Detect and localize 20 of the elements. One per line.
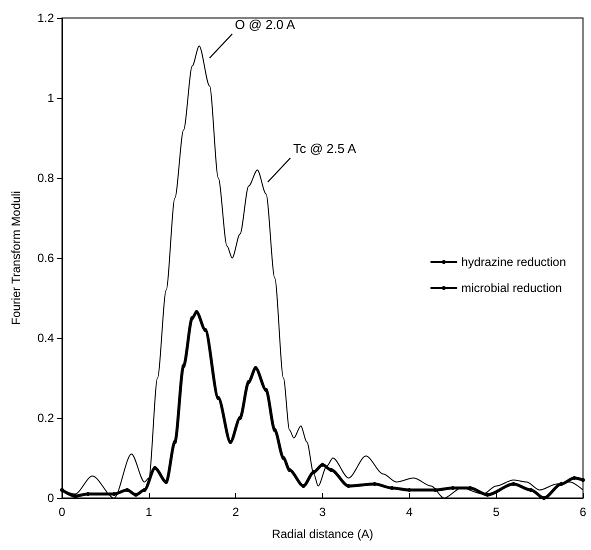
annotation: Tc @ 2.5 A	[293, 141, 356, 156]
y-tick-label: 0.8	[37, 171, 54, 185]
y-tick-label: 0.6	[37, 251, 54, 265]
y-tick-label: 0.4	[37, 331, 54, 345]
x-tick-label: 0	[58, 505, 66, 519]
x-axis-title: Radial distance (A)	[272, 527, 374, 541]
x-tick-label: 4	[406, 505, 413, 519]
x-tick-label: 5	[492, 505, 500, 519]
y-tick-label: 0	[47, 491, 54, 505]
legend-label: hydrazine reduction	[461, 255, 566, 269]
y-tick-label: 0.2	[37, 411, 54, 425]
x-tick-label: 1	[145, 505, 152, 519]
legend-label: microbial reduction	[461, 281, 562, 295]
x-tick-label: 3	[319, 505, 326, 519]
x-tick-label: 6	[580, 505, 587, 519]
y-axis-title: Fourier Transform Moduli	[9, 190, 23, 326]
y-tick-label: 1.2	[37, 11, 54, 25]
y-tick-label: 1	[47, 91, 54, 105]
x-tick-label: 2	[232, 505, 240, 519]
annotation: O @ 2.0 A	[234, 17, 296, 32]
